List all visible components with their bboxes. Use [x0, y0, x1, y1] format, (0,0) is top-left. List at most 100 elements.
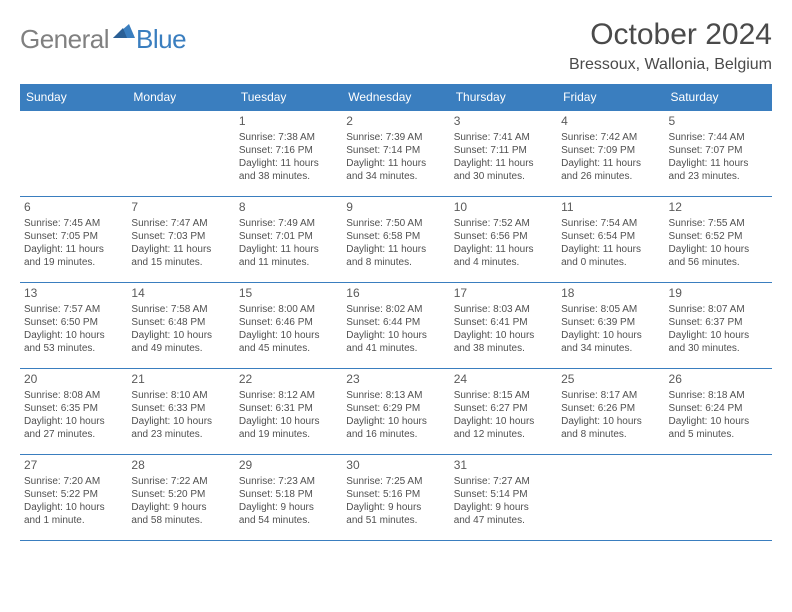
- calendar-week: 13Sunrise: 7:57 AMSunset: 6:50 PMDayligh…: [20, 283, 772, 369]
- day-dl1: Daylight: 10 hours: [24, 329, 123, 342]
- day-sr: Sunrise: 7:45 AM: [24, 217, 123, 230]
- day-sr: Sunrise: 7:23 AM: [239, 475, 338, 488]
- day-dl1: Daylight: 10 hours: [239, 415, 338, 428]
- day-number: 26: [669, 372, 768, 388]
- calendar-day: 29Sunrise: 7:23 AMSunset: 5:18 PMDayligh…: [235, 455, 342, 541]
- day-dl1: Daylight: 9 hours: [454, 501, 553, 514]
- day-dl1: Daylight: 9 hours: [346, 501, 445, 514]
- day-ss: Sunset: 6:29 PM: [346, 402, 445, 415]
- day-dl2: and 27 minutes.: [24, 428, 123, 441]
- day-dl2: and 47 minutes.: [454, 514, 553, 527]
- day-sr: Sunrise: 7:39 AM: [346, 131, 445, 144]
- day-sr: Sunrise: 7:41 AM: [454, 131, 553, 144]
- day-sr: Sunrise: 7:57 AM: [24, 303, 123, 316]
- calendar-day: 4Sunrise: 7:42 AMSunset: 7:09 PMDaylight…: [557, 111, 664, 197]
- day-sr: Sunrise: 7:50 AM: [346, 217, 445, 230]
- day-sr: Sunrise: 7:20 AM: [24, 475, 123, 488]
- day-dl2: and 45 minutes.: [239, 342, 338, 355]
- day-ss: Sunset: 6:27 PM: [454, 402, 553, 415]
- calendar-day: 15Sunrise: 8:00 AMSunset: 6:46 PMDayligh…: [235, 283, 342, 369]
- day-number: 15: [239, 286, 338, 302]
- day-ss: Sunset: 6:37 PM: [669, 316, 768, 329]
- day-header: Saturday: [665, 84, 772, 111]
- day-dl1: Daylight: 10 hours: [561, 415, 660, 428]
- day-number: 17: [454, 286, 553, 302]
- calendar-week: 1Sunrise: 7:38 AMSunset: 7:16 PMDaylight…: [20, 111, 772, 197]
- calendar-day: 7Sunrise: 7:47 AMSunset: 7:03 PMDaylight…: [127, 197, 234, 283]
- day-number: 9: [346, 200, 445, 216]
- day-dl1: Daylight: 10 hours: [346, 415, 445, 428]
- calendar-week: 6Sunrise: 7:45 AMSunset: 7:05 PMDaylight…: [20, 197, 772, 283]
- day-dl2: and 12 minutes.: [454, 428, 553, 441]
- day-dl2: and 23 minutes.: [669, 170, 768, 183]
- day-dl2: and 5 minutes.: [669, 428, 768, 441]
- day-dl1: Daylight: 10 hours: [669, 243, 768, 256]
- day-header: Wednesday: [342, 84, 449, 111]
- logo-text-general: General: [20, 24, 109, 55]
- calendar-empty: [557, 455, 664, 541]
- day-dl2: and 30 minutes.: [454, 170, 553, 183]
- day-ss: Sunset: 6:48 PM: [131, 316, 230, 329]
- calendar-empty: [20, 111, 127, 197]
- page-title: October 2024: [569, 18, 772, 52]
- day-number: 27: [24, 458, 123, 474]
- day-sr: Sunrise: 7:25 AM: [346, 475, 445, 488]
- calendar-week: 27Sunrise: 7:20 AMSunset: 5:22 PMDayligh…: [20, 455, 772, 541]
- day-header: Thursday: [450, 84, 557, 111]
- day-ss: Sunset: 5:16 PM: [346, 488, 445, 501]
- calendar-day: 25Sunrise: 8:17 AMSunset: 6:26 PMDayligh…: [557, 369, 664, 455]
- calendar-day: 11Sunrise: 7:54 AMSunset: 6:54 PMDayligh…: [557, 197, 664, 283]
- day-ss: Sunset: 7:03 PM: [131, 230, 230, 243]
- day-ss: Sunset: 6:26 PM: [561, 402, 660, 415]
- day-dl1: Daylight: 10 hours: [24, 415, 123, 428]
- day-ss: Sunset: 5:20 PM: [131, 488, 230, 501]
- day-dl2: and 56 minutes.: [669, 256, 768, 269]
- day-ss: Sunset: 6:52 PM: [669, 230, 768, 243]
- day-dl2: and 0 minutes.: [561, 256, 660, 269]
- day-number: 21: [131, 372, 230, 388]
- day-ss: Sunset: 7:01 PM: [239, 230, 338, 243]
- day-ss: Sunset: 6:35 PM: [24, 402, 123, 415]
- day-ss: Sunset: 5:18 PM: [239, 488, 338, 501]
- day-dl1: Daylight: 11 hours: [669, 157, 768, 170]
- header-right: October 2024 Bressoux, Wallonia, Belgium: [569, 18, 772, 74]
- day-number: 13: [24, 286, 123, 302]
- calendar-day: 2Sunrise: 7:39 AMSunset: 7:14 PMDaylight…: [342, 111, 449, 197]
- calendar-day: 18Sunrise: 8:05 AMSunset: 6:39 PMDayligh…: [557, 283, 664, 369]
- day-ss: Sunset: 7:14 PM: [346, 144, 445, 157]
- day-sr: Sunrise: 8:18 AM: [669, 389, 768, 402]
- day-number: 7: [131, 200, 230, 216]
- day-number: 1: [239, 114, 338, 130]
- day-sr: Sunrise: 7:42 AM: [561, 131, 660, 144]
- calendar-day: 22Sunrise: 8:12 AMSunset: 6:31 PMDayligh…: [235, 369, 342, 455]
- calendar-day: 6Sunrise: 7:45 AMSunset: 7:05 PMDaylight…: [20, 197, 127, 283]
- day-dl1: Daylight: 11 hours: [561, 243, 660, 256]
- day-sr: Sunrise: 7:38 AM: [239, 131, 338, 144]
- day-number: 11: [561, 200, 660, 216]
- day-sr: Sunrise: 8:15 AM: [454, 389, 553, 402]
- day-number: 10: [454, 200, 553, 216]
- day-dl1: Daylight: 10 hours: [454, 415, 553, 428]
- day-ss: Sunset: 6:54 PM: [561, 230, 660, 243]
- day-sr: Sunrise: 7:22 AM: [131, 475, 230, 488]
- calendar-day: 9Sunrise: 7:50 AMSunset: 6:58 PMDaylight…: [342, 197, 449, 283]
- calendar-day: 30Sunrise: 7:25 AMSunset: 5:16 PMDayligh…: [342, 455, 449, 541]
- day-number: 2: [346, 114, 445, 130]
- day-ss: Sunset: 6:58 PM: [346, 230, 445, 243]
- day-sr: Sunrise: 7:55 AM: [669, 217, 768, 230]
- day-dl2: and 41 minutes.: [346, 342, 445, 355]
- day-dl2: and 11 minutes.: [239, 256, 338, 269]
- day-dl2: and 49 minutes.: [131, 342, 230, 355]
- day-dl2: and 8 minutes.: [561, 428, 660, 441]
- day-dl2: and 8 minutes.: [346, 256, 445, 269]
- calendar-day: 10Sunrise: 7:52 AMSunset: 6:56 PMDayligh…: [450, 197, 557, 283]
- day-dl1: Daylight: 10 hours: [669, 329, 768, 342]
- day-number: 18: [561, 286, 660, 302]
- day-sr: Sunrise: 7:44 AM: [669, 131, 768, 144]
- day-ss: Sunset: 6:50 PM: [24, 316, 123, 329]
- day-dl2: and 38 minutes.: [239, 170, 338, 183]
- day-number: 20: [24, 372, 123, 388]
- calendar-day: 17Sunrise: 8:03 AMSunset: 6:41 PMDayligh…: [450, 283, 557, 369]
- day-dl1: Daylight: 11 hours: [561, 157, 660, 170]
- day-dl2: and 16 minutes.: [346, 428, 445, 441]
